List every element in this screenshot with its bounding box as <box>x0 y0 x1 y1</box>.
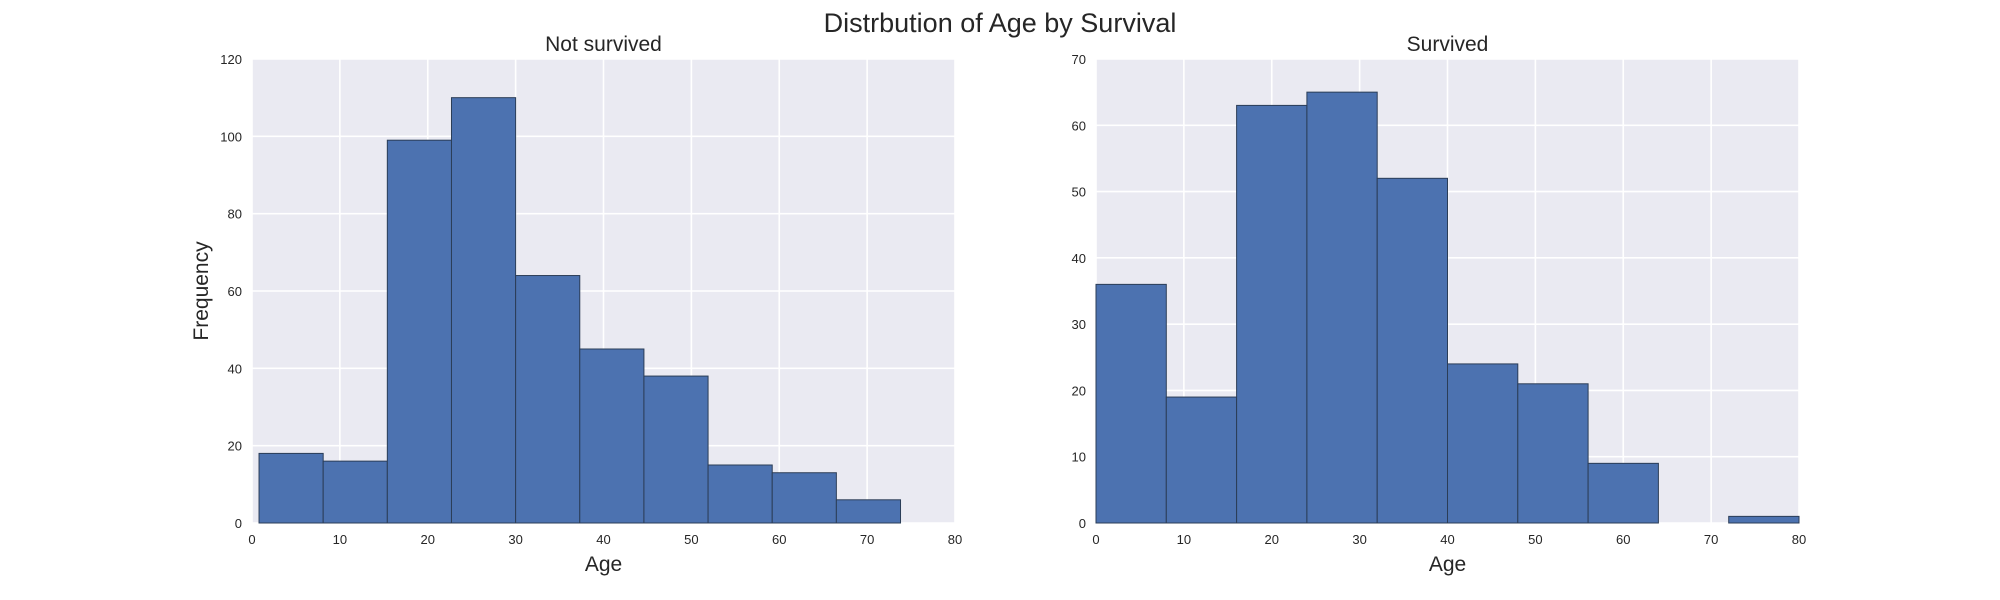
x-tick-label: 40 <box>596 532 610 547</box>
histogram-bar <box>579 348 645 524</box>
y-tick-label: 20 <box>1072 383 1086 398</box>
y-tick-label: 0 <box>1079 516 1086 531</box>
histogram-bar <box>1165 396 1238 524</box>
x-tick-label: 30 <box>1352 532 1366 547</box>
y-tick-label: 10 <box>1072 450 1086 465</box>
x-tick-label: 0 <box>248 532 255 547</box>
histogram-bar <box>322 460 388 524</box>
histogram-bar <box>386 139 452 524</box>
y-tick-label: 60 <box>1072 118 1086 133</box>
histogram-bar <box>643 375 709 524</box>
panel-survived: 0 10 20 30 40 50 60 70 80 0 10 20 30 40 50 60 70 Survived… <box>1072 33 1807 576</box>
x-tick-label: 0 <box>1092 532 1099 547</box>
histogram-bar <box>1587 462 1659 524</box>
histogram-bar <box>1728 515 1800 524</box>
panel-not-survived: 0 10 20 30 40 50 60 70 80 0 20 40 60 80 100 120 Not surv… <box>190 33 962 576</box>
x-tick-label: 70 <box>860 532 874 547</box>
panel-title: Survived <box>1407 33 1489 56</box>
histogram-bar <box>1306 91 1378 524</box>
y-tick-label: 60 <box>228 284 242 299</box>
x-tick-label: 20 <box>421 532 435 547</box>
histogram-bar <box>707 464 773 524</box>
x-axis-label: Age <box>1429 553 1466 576</box>
y-tick-label: 40 <box>228 361 242 376</box>
panel-title: Not survived <box>545 33 662 56</box>
y-tick-label: 20 <box>228 439 242 454</box>
x-axis-label: Age <box>585 553 622 576</box>
y-tick-label: 0 <box>235 516 242 531</box>
histogram-bar <box>1376 177 1448 524</box>
x-tick-label: 60 <box>772 532 786 547</box>
y-tick-label: 70 <box>1072 52 1086 67</box>
x-tick-label: 40 <box>1440 532 1454 547</box>
histogram-bar <box>1447 363 1519 524</box>
y-tick-label: 40 <box>1072 251 1086 266</box>
histogram-bar <box>258 452 324 524</box>
histogram-bar <box>835 499 902 524</box>
y-tick-label: 100 <box>220 129 242 144</box>
y-tick-label: 80 <box>228 207 242 222</box>
x-tick-label: 30 <box>508 532 522 547</box>
histogram-bar <box>771 472 837 524</box>
y-tick-label: 50 <box>1072 185 1086 200</box>
histogram-bar <box>450 97 517 524</box>
x-tick-label: 10 <box>333 532 347 547</box>
x-tick-label: 80 <box>1792 532 1806 547</box>
y-axis-label: Frequency <box>190 241 213 341</box>
y-tick-label: 120 <box>220 52 242 67</box>
x-tick-label: 50 <box>684 532 698 547</box>
x-tick-label: 10 <box>1177 532 1191 547</box>
x-tick-label: 50 <box>1528 532 1542 547</box>
x-tick-label: 70 <box>1704 532 1718 547</box>
histogram-bar <box>1236 104 1308 524</box>
histogram-bar <box>1517 383 1589 524</box>
x-tick-label: 60 <box>1616 532 1630 547</box>
y-tick-label: 30 <box>1072 317 1086 332</box>
histogram-bar <box>515 275 581 524</box>
histogram-bar <box>1095 283 1167 524</box>
x-tick-label: 80 <box>948 532 962 547</box>
x-tick-label: 20 <box>1265 532 1279 547</box>
figure-title: Distrbution of Age by Survival <box>824 8 1177 38</box>
